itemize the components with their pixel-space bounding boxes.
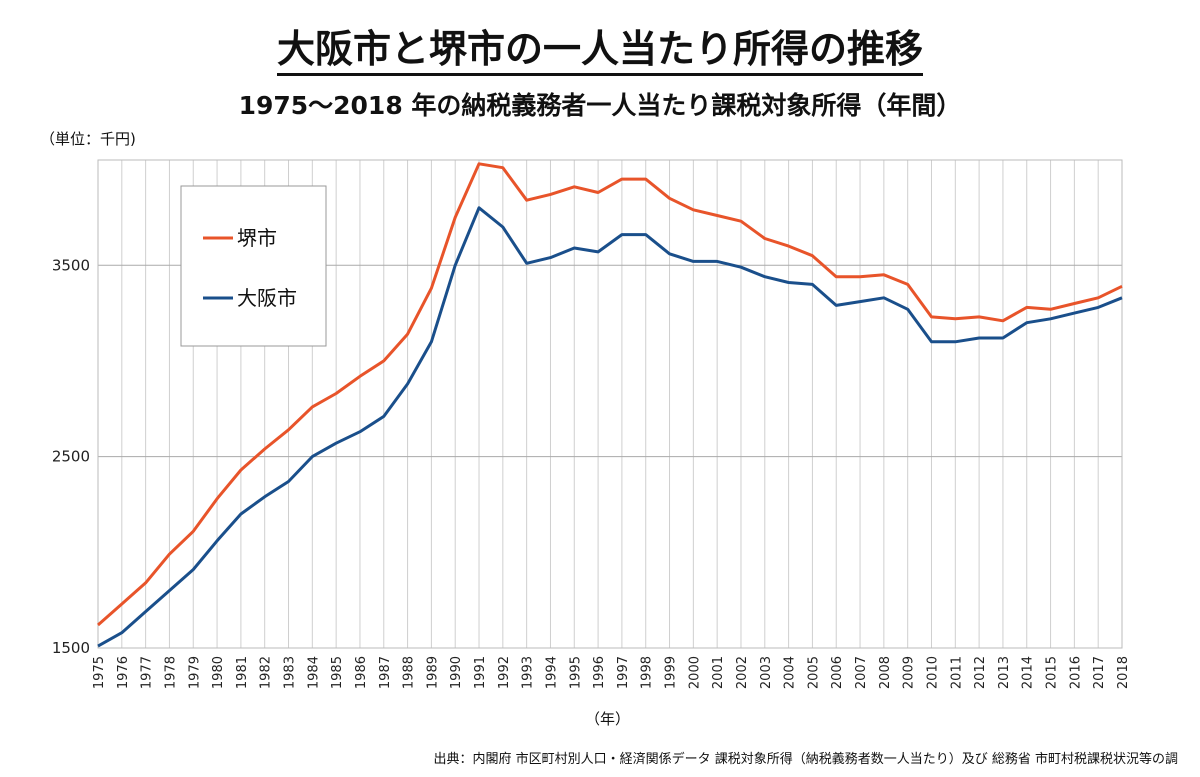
- x-tick-label: 1979: [187, 656, 202, 689]
- x-tick-label: 1986: [354, 656, 369, 689]
- x-tick-label: 2016: [1068, 656, 1083, 689]
- x-tick-label: 2015: [1045, 656, 1060, 689]
- x-tick-label: 1990: [449, 656, 464, 689]
- x-tick-label: 1992: [497, 656, 512, 689]
- x-tick-label: 2007: [854, 656, 869, 689]
- y-tick-label: 1500: [52, 639, 90, 657]
- x-tick-label: 1978: [163, 656, 178, 689]
- series-line: [97, 206, 1123, 648]
- x-tick-label: 1988: [402, 656, 417, 689]
- x-tick-label: 1984: [306, 656, 321, 689]
- x-tick-label: 2017: [1092, 656, 1107, 689]
- x-tick-label: 1982: [259, 656, 274, 689]
- x-tick-label: 1987: [378, 656, 393, 689]
- x-tick-label: 1995: [568, 656, 583, 689]
- x-tick-label: 2006: [830, 656, 845, 689]
- x-tick-label: 2003: [759, 656, 774, 689]
- x-tick-label: 2002: [735, 656, 750, 689]
- plot-frame: [97, 159, 1123, 649]
- x-tick-label: 1977: [140, 656, 155, 689]
- x-axis-label: （年）: [585, 710, 631, 728]
- x-tick-label: 2001: [711, 656, 726, 689]
- x-tick-label: 2009: [902, 656, 917, 689]
- x-tick-label: 1998: [640, 656, 655, 689]
- x-tick-label: 1997: [616, 656, 631, 689]
- x-tick-label: 2012: [973, 656, 988, 689]
- chart-title-text: 大阪市と堺市の一人当たり所得の推移: [276, 27, 923, 76]
- x-tick-label: 2018: [1116, 656, 1131, 689]
- x-tick-label: 1981: [235, 656, 250, 689]
- x-tick-label: 2000: [687, 656, 702, 689]
- chart-title: 大阪市と堺市の一人当たり所得の推移: [0, 18, 1200, 76]
- y-tick-label: 2500: [52, 448, 90, 466]
- x-tick-label: 2014: [1021, 656, 1036, 689]
- x-tick-label: 2010: [925, 656, 940, 689]
- x-tick-label: 1975: [92, 656, 107, 689]
- x-tick-label: 1991: [473, 656, 488, 689]
- x-tick-label: 1996: [592, 656, 607, 689]
- x-tick-label: 1989: [425, 656, 440, 689]
- x-tick-label: 2013: [997, 656, 1012, 689]
- x-tick-label: 1993: [521, 656, 536, 689]
- x-tick-label: 1983: [283, 656, 298, 689]
- x-tick-label: 2004: [783, 656, 798, 689]
- chart-subtitle: 1975～2018 年の納税義務者一人当たり課税対象所得（年間）: [238, 91, 962, 120]
- unit-label: （単位：千円): [40, 130, 136, 148]
- x-tick-label: 2011: [949, 656, 964, 689]
- x-tick-label: 1980: [211, 656, 226, 689]
- x-tick-label: 2008: [878, 656, 893, 689]
- x-tick-label: 2005: [806, 656, 821, 689]
- legend-label: 大阪市: [237, 286, 297, 310]
- x-tick-label: 1999: [664, 656, 679, 689]
- x-tick-label: 1985: [330, 656, 345, 689]
- series-line: [97, 162, 1123, 627]
- y-tick-label: 3500: [52, 256, 90, 274]
- x-tick-label: 1994: [544, 656, 559, 689]
- legend-label: 堺市: [237, 226, 277, 250]
- source-note: 出典：内閣府 市区町村別人口・経済関係データ 課税対象所得（納税義務者数一人当た…: [433, 752, 1178, 767]
- legend-box: [180, 185, 327, 347]
- x-tick-label: 1976: [116, 656, 131, 689]
